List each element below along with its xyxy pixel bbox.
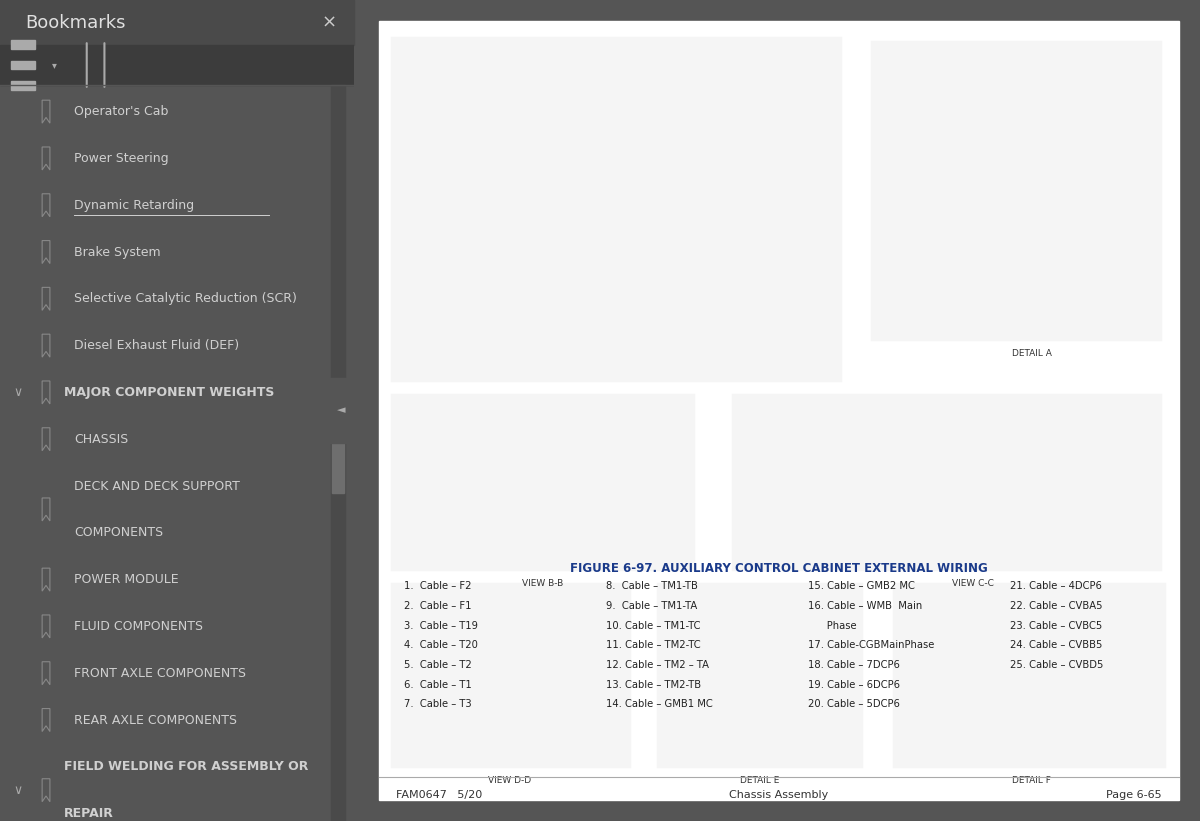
Bar: [11, 61, 36, 69]
Text: FIELD WELDING FOR ASSEMBLY OR: FIELD WELDING FOR ASSEMBLY OR: [64, 760, 308, 773]
Text: 11. Cable – TM2-TC: 11. Cable – TM2-TC: [606, 640, 701, 650]
Bar: [11, 81, 36, 89]
Text: Dynamic Retarding: Dynamic Retarding: [74, 199, 194, 212]
Text: COMPONENTS: COMPONENTS: [74, 526, 163, 539]
Text: 24. Cable – CVBB5: 24. Cable – CVBB5: [1010, 640, 1103, 650]
Text: 4.  Cable – T20: 4. Cable – T20: [404, 640, 478, 650]
Text: 19. Cable – 6DCP6: 19. Cable – 6DCP6: [809, 680, 900, 690]
Text: CHASSIS: CHASSIS: [74, 433, 128, 446]
Bar: [871, 41, 1162, 341]
Text: 23. Cable – CVBC5: 23. Cable – CVBC5: [1010, 621, 1103, 631]
Bar: [732, 394, 1162, 571]
Text: 20. Cable – 5DCP6: 20. Cable – 5DCP6: [809, 699, 900, 709]
Text: 6.  Cable – T1: 6. Cable – T1: [404, 680, 472, 690]
Text: ∨: ∨: [13, 784, 23, 796]
Text: 9.  Cable – TM1-TA: 9. Cable – TM1-TA: [606, 601, 697, 611]
Text: 8.  Cable – TM1-TB: 8. Cable – TM1-TB: [606, 581, 698, 591]
Text: FIGURE 6-97. AUXILIARY CONTROL CABINET EXTERNAL WIRING: FIGURE 6-97. AUXILIARY CONTROL CABINET E…: [570, 562, 988, 575]
Text: FRONT AXLE COMPONENTS: FRONT AXLE COMPONENTS: [74, 667, 246, 680]
Text: REPAIR: REPAIR: [64, 807, 114, 820]
Text: DECK AND DECK SUPPORT: DECK AND DECK SUPPORT: [74, 479, 240, 493]
Text: Operator's Cab: Operator's Cab: [74, 105, 169, 118]
Text: 16. Cable – WMB  Main: 16. Cable – WMB Main: [809, 601, 923, 611]
Bar: [391, 583, 631, 768]
Text: ▾: ▾: [53, 60, 58, 70]
Text: Chassis Assembly: Chassis Assembly: [730, 790, 828, 800]
Bar: [0, 45, 354, 85]
Text: VIEW D-D: VIEW D-D: [487, 776, 530, 785]
Text: Brake System: Brake System: [74, 245, 161, 259]
Text: ×: ×: [322, 13, 337, 31]
Text: Phase: Phase: [809, 621, 857, 631]
Text: VIEW C-C: VIEW C-C: [952, 579, 994, 588]
Text: 7.  Cable – T3: 7. Cable – T3: [404, 699, 472, 709]
Text: FLUID COMPONENTS: FLUID COMPONENTS: [74, 620, 203, 633]
Text: 15. Cable – GMB2 MC: 15. Cable – GMB2 MC: [809, 581, 916, 591]
Text: 1.  Cable – F2: 1. Cable – F2: [404, 581, 472, 591]
Text: 21. Cable – 4DCP6: 21. Cable – 4DCP6: [1010, 581, 1103, 591]
Text: 14. Cable – GMB1 MC: 14. Cable – GMB1 MC: [606, 699, 713, 709]
Text: 25. Cable – CVBD5: 25. Cable – CVBD5: [1010, 660, 1104, 670]
Text: POWER MODULE: POWER MODULE: [74, 573, 179, 586]
Bar: [329, 378, 354, 443]
Text: 18. Cable – 7DCP6: 18. Cable – 7DCP6: [809, 660, 900, 670]
Text: MAJOR COMPONENT WEIGHTS: MAJOR COMPONENT WEIGHTS: [64, 386, 274, 399]
Text: DETAIL A: DETAIL A: [1012, 349, 1051, 358]
Text: 12. Cable – TM2 – TA: 12. Cable – TM2 – TA: [606, 660, 709, 670]
Text: ◄: ◄: [337, 406, 346, 415]
Text: Selective Catalytic Reduction (SCR): Selective Catalytic Reduction (SCR): [74, 292, 298, 305]
Text: REAR AXLE COMPONENTS: REAR AXLE COMPONENTS: [74, 713, 238, 727]
Text: 10. Cable – TM1-TC: 10. Cable – TM1-TC: [606, 621, 701, 631]
Bar: [391, 37, 842, 382]
Text: Power Steering: Power Steering: [74, 152, 169, 165]
Text: VIEW B-B: VIEW B-B: [522, 579, 564, 588]
Text: FAM0647   5/20: FAM0647 5/20: [396, 790, 481, 800]
Text: Page 6-65: Page 6-65: [1106, 790, 1162, 800]
Text: 13. Cable – TM2-TB: 13. Cable – TM2-TB: [606, 680, 701, 690]
Text: 2.  Cable – F1: 2. Cable – F1: [404, 601, 472, 611]
Text: Bookmarks: Bookmarks: [25, 13, 125, 31]
Bar: [331, 85, 346, 821]
Bar: [391, 394, 695, 571]
Bar: [332, 394, 343, 493]
Bar: [656, 583, 863, 768]
Text: DETAIL E: DETAIL E: [739, 776, 779, 785]
Text: ∨: ∨: [13, 386, 23, 399]
Bar: [893, 583, 1166, 768]
Text: 5.  Cable – T2: 5. Cable – T2: [404, 660, 472, 670]
Text: 3.  Cable – T19: 3. Cable – T19: [404, 621, 478, 631]
Text: 17. Cable-CGBMainPhase: 17. Cable-CGBMainPhase: [809, 640, 935, 650]
Text: Diesel Exhaust Fluid (DEF): Diesel Exhaust Fluid (DEF): [74, 339, 240, 352]
Bar: [11, 40, 36, 48]
Text: 22. Cable – CVBA5: 22. Cable – CVBA5: [1010, 601, 1103, 611]
Bar: [0, 0, 354, 45]
Text: DETAIL F: DETAIL F: [1012, 776, 1051, 785]
